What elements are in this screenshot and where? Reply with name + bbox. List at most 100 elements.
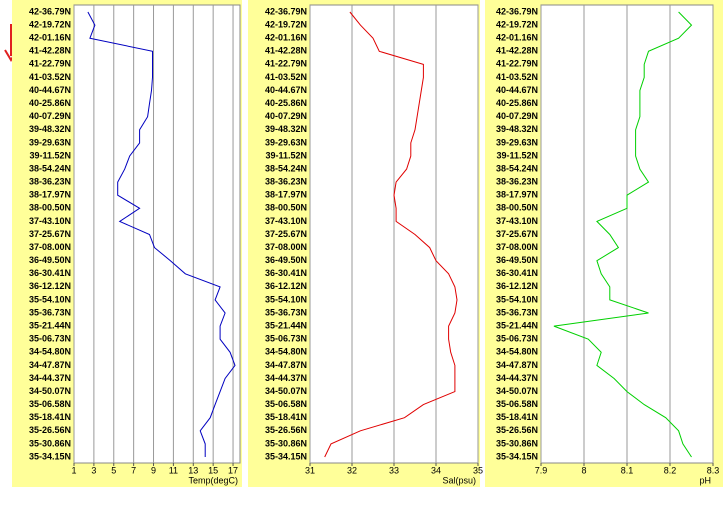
y-tick-label: 37-08.00N [496,242,538,252]
y-tick-label: 36-12.12N [29,281,71,291]
y-tick-label: 40-25.86N [29,98,71,108]
y-tick-label: 34-50.07N [265,386,307,396]
y-tick-label: 42-01.16N [29,33,71,43]
x-tick-label: 17 [228,465,238,475]
x-tick-label: 5 [111,465,116,475]
y-tick-label: 41-22.79N [265,59,307,69]
y-tick-label: 34-50.07N [496,386,538,396]
y-tick-label: 35-36.73N [265,307,307,317]
y-tick-label: 34-54.80N [265,347,307,357]
y-tick-label: 37-43.10N [265,216,307,226]
y-tick-label: 40-44.67N [29,85,71,95]
y-tick-label: 37-25.67N [496,229,538,239]
y-tick-label: 35-06.73N [265,334,307,344]
y-tick-label: 41-42.28N [496,46,538,56]
y-tick-label: 34-50.07N [29,386,71,396]
y-tick-label: 40-07.29N [265,111,307,121]
y-tick-label: 35-34.15N [496,451,538,461]
y-tick-label: 35-54.10N [29,294,71,304]
y-tick-label: 35-30.86N [29,438,71,448]
y-tick-label: 35-06.58N [29,399,71,409]
x-tick-label: 11 [169,465,178,475]
y-tick-label: 34-47.87N [265,360,307,370]
y-tick-label: 38-54.24N [496,163,538,173]
x-tick-label: 9 [151,465,156,475]
y-tick-label: 40-44.67N [496,85,538,95]
x-tick-label: 33 [389,465,399,475]
y-tick-label: 35-30.86N [265,438,307,448]
y-tick-label: 35-34.15N [29,451,71,461]
x-tick-label: 7.9 [535,465,548,475]
y-tick-label: 35-18.41N [265,412,307,422]
y-tick-label: 35-21.44N [29,320,71,330]
y-tick-label: 36-30.41N [496,268,538,278]
y-tick-label: 38-00.50N [29,203,71,213]
y-tick-label: 35-54.10N [496,294,538,304]
y-tick-label: 37-08.00N [29,242,71,252]
y-tick-label: 36-12.12N [265,281,307,291]
y-tick-label: 39-48.32N [265,124,307,134]
y-tick-label: 36-30.41N [265,268,307,278]
y-tick-label: 41-42.28N [29,46,71,56]
y-tick-label: 35-30.86N [496,438,538,448]
y-tick-label: 42-36.79N [265,6,307,16]
x-axis-title: Sal(psu) [442,475,476,485]
y-tick-label: 42-36.79N [496,6,538,16]
y-tick-label: 35-54.10N [265,294,307,304]
y-tick-label: 34-44.37N [265,373,307,383]
y-tick-label: 42-19.72N [265,19,307,29]
y-tick-label: 39-11.52N [496,150,538,160]
y-tick-label: 42-01.16N [265,33,307,43]
y-tick-label: 35-06.58N [265,399,307,409]
y-tick-label: 38-00.50N [265,203,307,213]
y-tick-label: 39-11.52N [265,150,307,160]
y-tick-label: 35-36.73N [29,307,71,317]
y-tick-label: 35-18.41N [496,412,538,422]
y-tick-label: 40-25.86N [265,98,307,108]
data-line [324,11,458,458]
y-tick-label: 34-54.80N [496,347,538,357]
y-tick-label: 41-22.79N [496,59,538,69]
y-tick-label: 34-44.37N [29,373,71,383]
y-tick-label: 36-49.50N [265,255,307,265]
y-tick-label: 38-17.97N [29,190,71,200]
y-tick-label: 41-03.52N [265,72,307,82]
y-tick-label: 38-36.23N [496,177,538,187]
x-tick-label: 34 [431,465,441,475]
x-axis-title: Temp(degC) [188,475,238,485]
x-tick-label: 1 [71,465,76,475]
plot-area [73,4,241,464]
y-tick-label: 35-26.56N [29,425,71,435]
y-tick-label: 39-11.52N [29,150,71,160]
y-tick-label: 35-18.41N [29,412,71,422]
x-tick-label: 8 [581,465,586,475]
x-tick-label: 31 [305,465,315,475]
y-tick-label: 37-08.00N [265,242,307,252]
y-tick-label: 35-26.56N [496,425,538,435]
data-line [87,11,236,457]
y-tick-label: 38-36.23N [265,177,307,187]
x-tick-label: 8.1 [621,465,634,475]
y-tick-label: 36-49.50N [29,255,71,265]
y-tick-label: 40-07.29N [496,111,538,121]
y-tick-label: 34-44.37N [496,373,538,383]
x-tick-label: 8.2 [664,465,677,475]
y-tick-label: 41-42.28N [265,46,307,56]
y-tick-label: 37-43.10N [496,216,538,226]
y-tick-label: 38-54.24N [265,163,307,173]
y-tick-label: 38-54.24N [29,163,71,173]
y-tick-label: 35-36.73N [496,307,538,317]
y-tick-label: 34-54.80N [29,347,71,357]
y-tick-label: 35-06.73N [29,334,71,344]
y-tick-label: 36-30.41N [29,268,71,278]
y-tick-label: 39-29.63N [265,137,307,147]
y-tick-label: 37-25.67N [265,229,307,239]
y-tick-label: 42-19.72N [29,19,71,29]
y-tick-label: 41-22.79N [29,59,71,69]
y-tick-label: 35-06.73N [496,334,538,344]
y-tick-label: 42-01.16N [496,33,538,43]
x-tick-label: 13 [188,465,198,475]
y-tick-label: 42-36.79N [29,6,71,16]
y-tick-label: 38-36.23N [29,177,71,187]
y-tick-label: 39-29.63N [496,137,538,147]
